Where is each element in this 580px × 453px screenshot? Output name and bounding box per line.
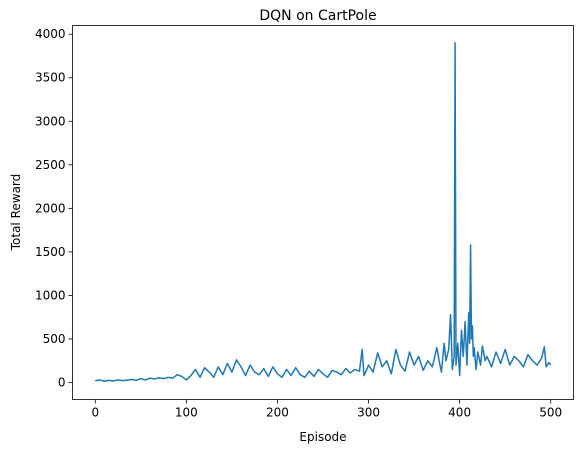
x-axis-label: Episode bbox=[299, 430, 346, 444]
series-line-0 bbox=[95, 42, 552, 382]
y-axis-label: Total Reward bbox=[9, 174, 23, 252]
x-tick-label: 100 bbox=[175, 406, 198, 420]
x-tick-label: 300 bbox=[357, 406, 380, 420]
x-tick-label: 400 bbox=[448, 406, 471, 420]
y-tick-label: 4000 bbox=[35, 27, 66, 41]
plot-frame bbox=[72, 25, 574, 400]
x-axis-ticks: 0 100 200 300 400 500 bbox=[91, 399, 562, 420]
y-axis-ticks: 0 500 1000 1500 2000 2500 3000 3500 4000 bbox=[35, 27, 73, 390]
x-tick-label: 0 bbox=[91, 406, 99, 420]
y-tick-label: 1000 bbox=[35, 288, 66, 302]
y-tick-label: 3500 bbox=[35, 71, 66, 85]
plot-area bbox=[95, 42, 552, 382]
y-tick-label: 0 bbox=[58, 376, 66, 390]
y-tick-label: 2500 bbox=[35, 158, 66, 172]
x-tick-label: 200 bbox=[266, 406, 289, 420]
y-tick-label: 2000 bbox=[35, 201, 66, 215]
y-tick-label: 500 bbox=[43, 332, 66, 346]
y-tick-label: 3000 bbox=[35, 114, 66, 128]
y-tick-label: 1500 bbox=[35, 245, 66, 259]
chart-title: DQN on CartPole bbox=[259, 8, 376, 24]
x-tick-label: 500 bbox=[539, 406, 562, 420]
